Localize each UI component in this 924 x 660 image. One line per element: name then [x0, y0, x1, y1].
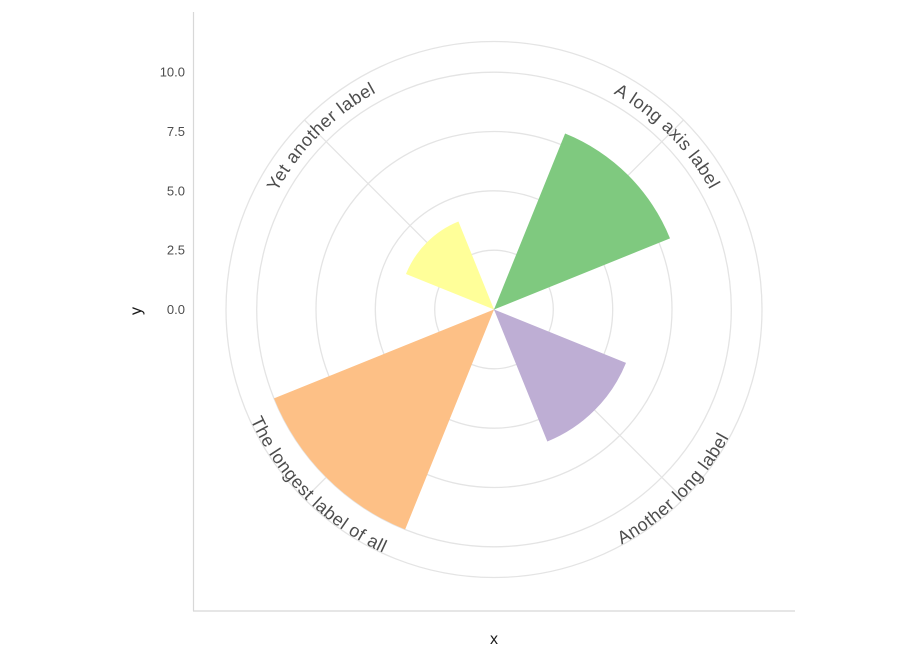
y-axis-title: y [128, 307, 145, 315]
bar-wedges [273, 133, 671, 530]
gridline-circle [434, 249, 554, 370]
bar-wedge [405, 221, 494, 310]
x-axis-title: x [490, 631, 498, 648]
outer-ring [225, 40, 763, 579]
y-tick-labels: 0.0 2.5 5.0 7.5 10.0 [160, 65, 185, 317]
gridline-circle [256, 71, 732, 548]
y-tick-label: 10.0 [160, 65, 185, 80]
y-tick-label: 2.5 [167, 243, 185, 258]
radial-gridlines [225, 40, 763, 579]
y-tick-label: 7.5 [167, 124, 185, 139]
gridline-circle [374, 190, 614, 429]
gridline-circle [315, 130, 673, 489]
bar-wedge [273, 309, 494, 530]
y-tick-label: 5.0 [167, 183, 185, 198]
bar-wedge [494, 133, 671, 310]
bar-wedge [494, 309, 627, 442]
y-tick-label: 0.0 [167, 302, 185, 317]
